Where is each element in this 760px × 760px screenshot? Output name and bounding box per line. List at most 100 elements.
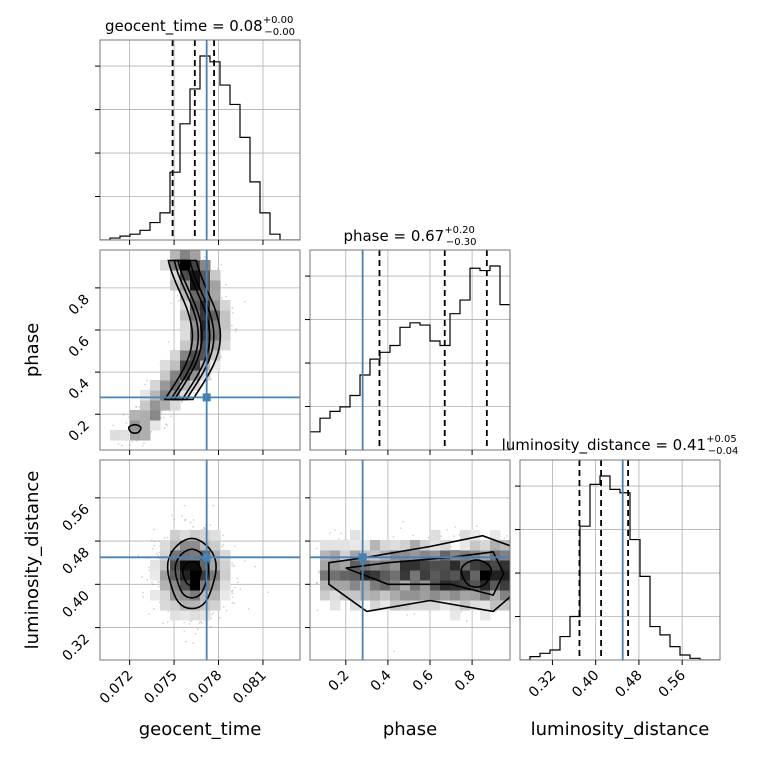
- sample-point: [458, 534, 461, 536]
- density-cell: [140, 400, 151, 411]
- sample-point: [201, 622, 203, 625]
- sample-point: [413, 612, 416, 615]
- sample-point: [112, 424, 115, 427]
- density-cell: [170, 250, 181, 261]
- histogram-luminosity_distance: [520, 475, 720, 660]
- sample-point: [393, 650, 395, 653]
- density-cell: [180, 270, 191, 281]
- sample-point: [220, 296, 223, 299]
- truth-marker: [202, 553, 211, 562]
- x-tick-label: 0.2: [326, 668, 353, 695]
- sample-point: [220, 263, 223, 266]
- contour-geocent-phase: [169, 259, 215, 401]
- density-cell: [470, 570, 481, 581]
- panel-frame: [309, 249, 511, 451]
- sample-point: [231, 307, 234, 309]
- contour-phase-distance: [328, 534, 510, 613]
- density-cell: [160, 580, 171, 591]
- density-cell: [210, 360, 221, 371]
- density-cell: [420, 560, 431, 571]
- density-cell: [210, 600, 221, 611]
- density-cell: [370, 540, 381, 551]
- density-cell: [500, 550, 511, 561]
- density-cell: [140, 420, 151, 431]
- density-cell: [370, 560, 381, 571]
- density-cell: [480, 580, 491, 591]
- sample-point: [505, 535, 508, 537]
- sample-point: [144, 383, 146, 386]
- density-cell: [160, 370, 171, 381]
- sample-point: [135, 406, 137, 408]
- sample-point: [235, 328, 238, 330]
- density-cell: [460, 580, 471, 591]
- density-cell: [470, 540, 481, 551]
- density-cell: [420, 540, 431, 551]
- density-cell: [190, 280, 201, 291]
- sample-point: [192, 642, 195, 644]
- density-cell: [400, 540, 411, 551]
- density-cell: [420, 550, 431, 561]
- density-cell: [390, 590, 401, 601]
- density-cell: [160, 550, 171, 561]
- density-cell: [210, 580, 221, 591]
- density-cell: [150, 380, 161, 391]
- density-cell: [370, 570, 381, 581]
- density-cell: [160, 560, 171, 571]
- sample-point: [183, 630, 186, 633]
- density-cell: [170, 390, 181, 401]
- x-tick-label: 0.32: [526, 668, 559, 701]
- density-cell: [470, 590, 481, 601]
- density-cell: [480, 540, 491, 551]
- density-cell: [190, 560, 201, 571]
- sample-point: [233, 545, 236, 547]
- sample-point: [315, 547, 318, 550]
- density-cell: [200, 330, 211, 341]
- sample-point: [157, 580, 160, 583]
- sample-point: [147, 566, 150, 569]
- sample-point: [192, 519, 195, 521]
- density-cell: [180, 540, 191, 551]
- density-cell: [180, 550, 191, 561]
- density-cell: [490, 530, 501, 541]
- density-cell: [150, 590, 161, 601]
- density-cell: [180, 350, 191, 361]
- density-cell: [150, 390, 161, 401]
- x-tick-label: 0.081: [230, 668, 270, 708]
- density-cell: [190, 590, 201, 601]
- density-cell: [460, 590, 471, 601]
- density-cell: [400, 560, 411, 571]
- sample-point: [188, 622, 191, 625]
- density-cell: [180, 530, 191, 541]
- sample-point: [328, 532, 331, 534]
- density-cell: [390, 580, 401, 591]
- density-cell: [450, 610, 461, 621]
- density-cell: [200, 360, 211, 371]
- density-cell: [210, 300, 221, 311]
- density-cell: [500, 600, 511, 611]
- density-cell: [450, 590, 461, 601]
- density-cell: [220, 340, 231, 351]
- sample-point: [460, 611, 463, 613]
- sample-point: [203, 528, 206, 531]
- density-cell: [440, 600, 451, 611]
- density-cell: [390, 570, 401, 581]
- density-cell: [460, 570, 471, 581]
- contour-geocent-phase: [163, 259, 222, 401]
- density-cell: [490, 570, 501, 581]
- density-cell: [200, 300, 211, 311]
- sample-point: [219, 617, 221, 619]
- histogram-layer: [100, 55, 720, 660]
- sample-point: [230, 324, 233, 327]
- panel-frame: [99, 249, 301, 451]
- density-cell: [360, 590, 371, 601]
- density-cell: [210, 270, 221, 281]
- density-cell: [170, 600, 181, 611]
- contour-phase-distance: [460, 559, 493, 588]
- sample-point: [148, 613, 150, 615]
- sample-point: [221, 545, 224, 548]
- sample-point: [162, 416, 165, 419]
- sample-point: [197, 628, 200, 631]
- density-cell: [190, 610, 201, 621]
- sample-point: [163, 536, 166, 539]
- sample-point: [446, 529, 449, 531]
